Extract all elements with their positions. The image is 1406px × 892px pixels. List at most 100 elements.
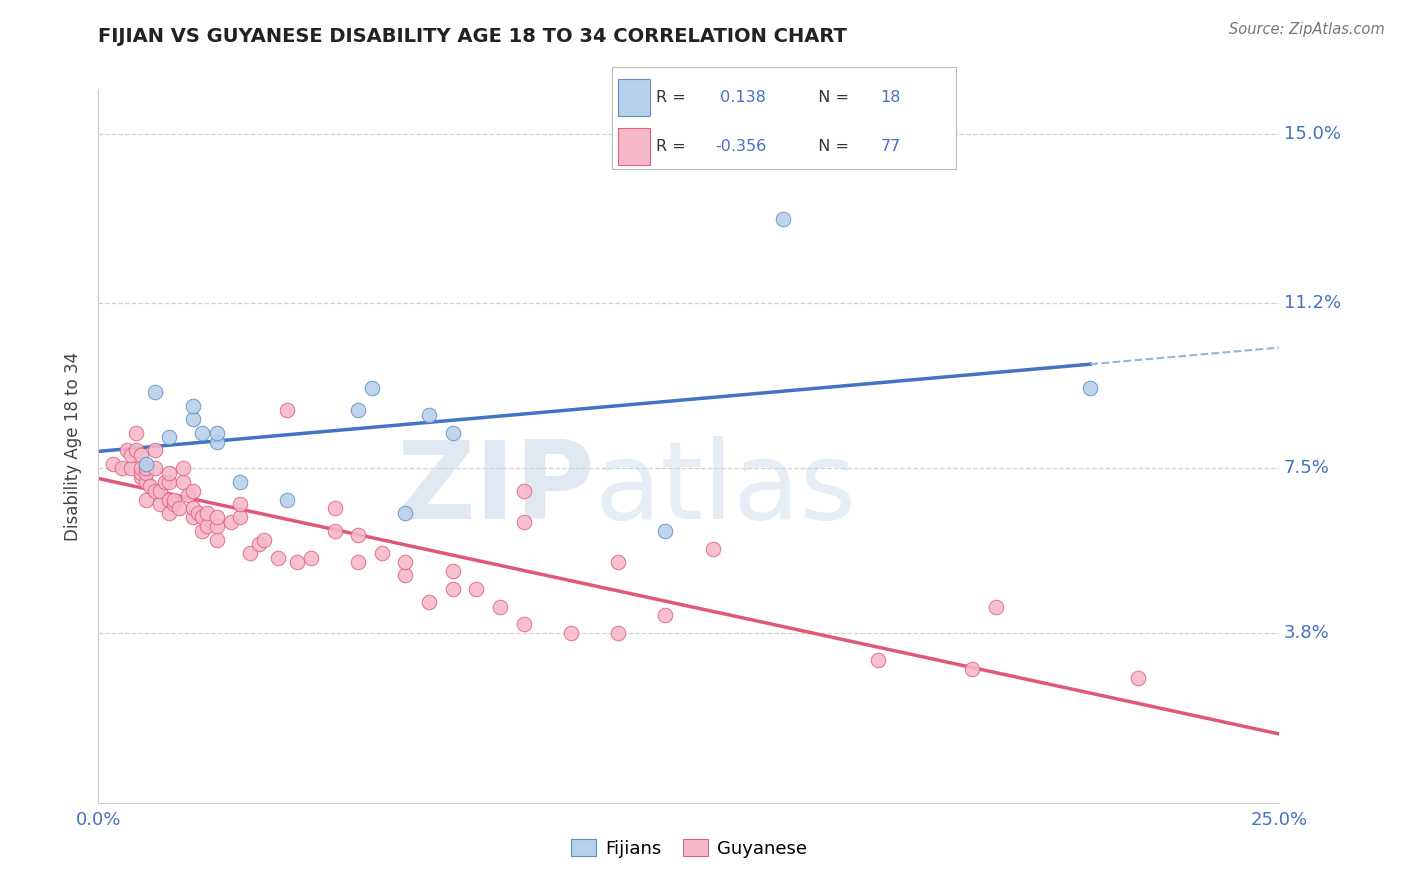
Point xyxy=(129,470,152,484)
Text: N =: N = xyxy=(808,90,853,105)
Text: 18: 18 xyxy=(880,90,901,105)
Point xyxy=(135,461,157,475)
Point xyxy=(276,492,298,507)
Point xyxy=(143,385,166,400)
Text: FIJIAN VS GUYANESE DISABILITY AGE 18 TO 34 CORRELATION CHART: FIJIAN VS GUYANESE DISABILITY AGE 18 TO … xyxy=(98,27,848,45)
Point xyxy=(607,626,630,640)
Text: ZIP: ZIP xyxy=(396,436,595,541)
Point xyxy=(143,461,166,475)
Point xyxy=(135,466,157,480)
Point xyxy=(163,492,186,507)
Point xyxy=(702,541,724,556)
Point xyxy=(205,519,228,533)
Point xyxy=(394,555,416,569)
Point xyxy=(205,434,228,449)
Point xyxy=(654,524,676,538)
Point xyxy=(125,425,148,440)
Point xyxy=(157,506,180,520)
Point xyxy=(285,555,308,569)
Point xyxy=(441,582,464,596)
Point xyxy=(143,443,166,458)
Legend: Fijians, Guyanese: Fijians, Guyanese xyxy=(564,832,814,865)
Point xyxy=(139,479,162,493)
FancyBboxPatch shape xyxy=(619,79,650,116)
Point xyxy=(441,564,464,578)
Point xyxy=(177,488,200,502)
Point xyxy=(205,510,228,524)
FancyBboxPatch shape xyxy=(619,128,650,165)
Point xyxy=(121,448,143,462)
Point xyxy=(101,457,124,471)
Point xyxy=(347,403,370,417)
Point xyxy=(191,510,214,524)
Point xyxy=(129,461,152,475)
Point xyxy=(129,466,152,480)
Point xyxy=(276,403,298,417)
Text: R =: R = xyxy=(657,139,692,154)
Point xyxy=(253,533,276,547)
Text: 7.5%: 7.5% xyxy=(1284,459,1330,477)
Point xyxy=(181,483,204,498)
Point xyxy=(153,475,176,489)
Point xyxy=(181,412,204,426)
Point xyxy=(229,497,252,511)
Point xyxy=(219,515,242,529)
Point xyxy=(371,546,394,560)
Point xyxy=(135,492,157,507)
Point xyxy=(441,425,464,440)
Text: 0.138: 0.138 xyxy=(716,90,766,105)
Point xyxy=(229,475,252,489)
Point xyxy=(607,555,630,569)
Point xyxy=(129,448,152,462)
Point xyxy=(191,425,214,440)
Point xyxy=(654,608,676,623)
Point xyxy=(195,519,218,533)
Point xyxy=(267,550,290,565)
Point xyxy=(149,497,172,511)
Point xyxy=(361,381,384,395)
Point xyxy=(229,510,252,524)
Point xyxy=(772,211,794,226)
Point xyxy=(323,524,346,538)
Point xyxy=(512,515,534,529)
Point xyxy=(157,475,180,489)
Point xyxy=(135,475,157,489)
Point xyxy=(149,483,172,498)
Point xyxy=(323,501,346,516)
Point xyxy=(121,461,143,475)
Point xyxy=(191,524,214,538)
Point xyxy=(157,492,180,507)
Point xyxy=(157,430,180,444)
Point xyxy=(866,653,889,667)
Point xyxy=(187,506,209,520)
Text: Source: ZipAtlas.com: Source: ZipAtlas.com xyxy=(1229,22,1385,37)
Point xyxy=(247,537,270,551)
Point xyxy=(181,501,204,516)
Point xyxy=(984,599,1007,614)
Point xyxy=(347,555,370,569)
Point xyxy=(347,528,370,542)
Text: N =: N = xyxy=(808,139,853,154)
Point xyxy=(465,582,488,596)
Point xyxy=(394,506,416,520)
Point xyxy=(172,475,194,489)
Point xyxy=(125,443,148,458)
Point xyxy=(163,497,186,511)
Point xyxy=(115,443,138,458)
Point xyxy=(172,461,194,475)
Point xyxy=(1080,381,1102,395)
Point xyxy=(1126,671,1149,685)
Point xyxy=(962,662,984,676)
Point xyxy=(418,408,440,422)
Text: -0.356: -0.356 xyxy=(716,139,766,154)
Point xyxy=(195,506,218,520)
Point xyxy=(394,568,416,582)
Point xyxy=(157,466,180,480)
Point xyxy=(181,510,204,524)
Point xyxy=(512,617,534,632)
Point xyxy=(135,457,157,471)
Text: R =: R = xyxy=(657,90,692,105)
Point xyxy=(111,461,134,475)
Point xyxy=(239,546,262,560)
Point xyxy=(299,550,322,565)
